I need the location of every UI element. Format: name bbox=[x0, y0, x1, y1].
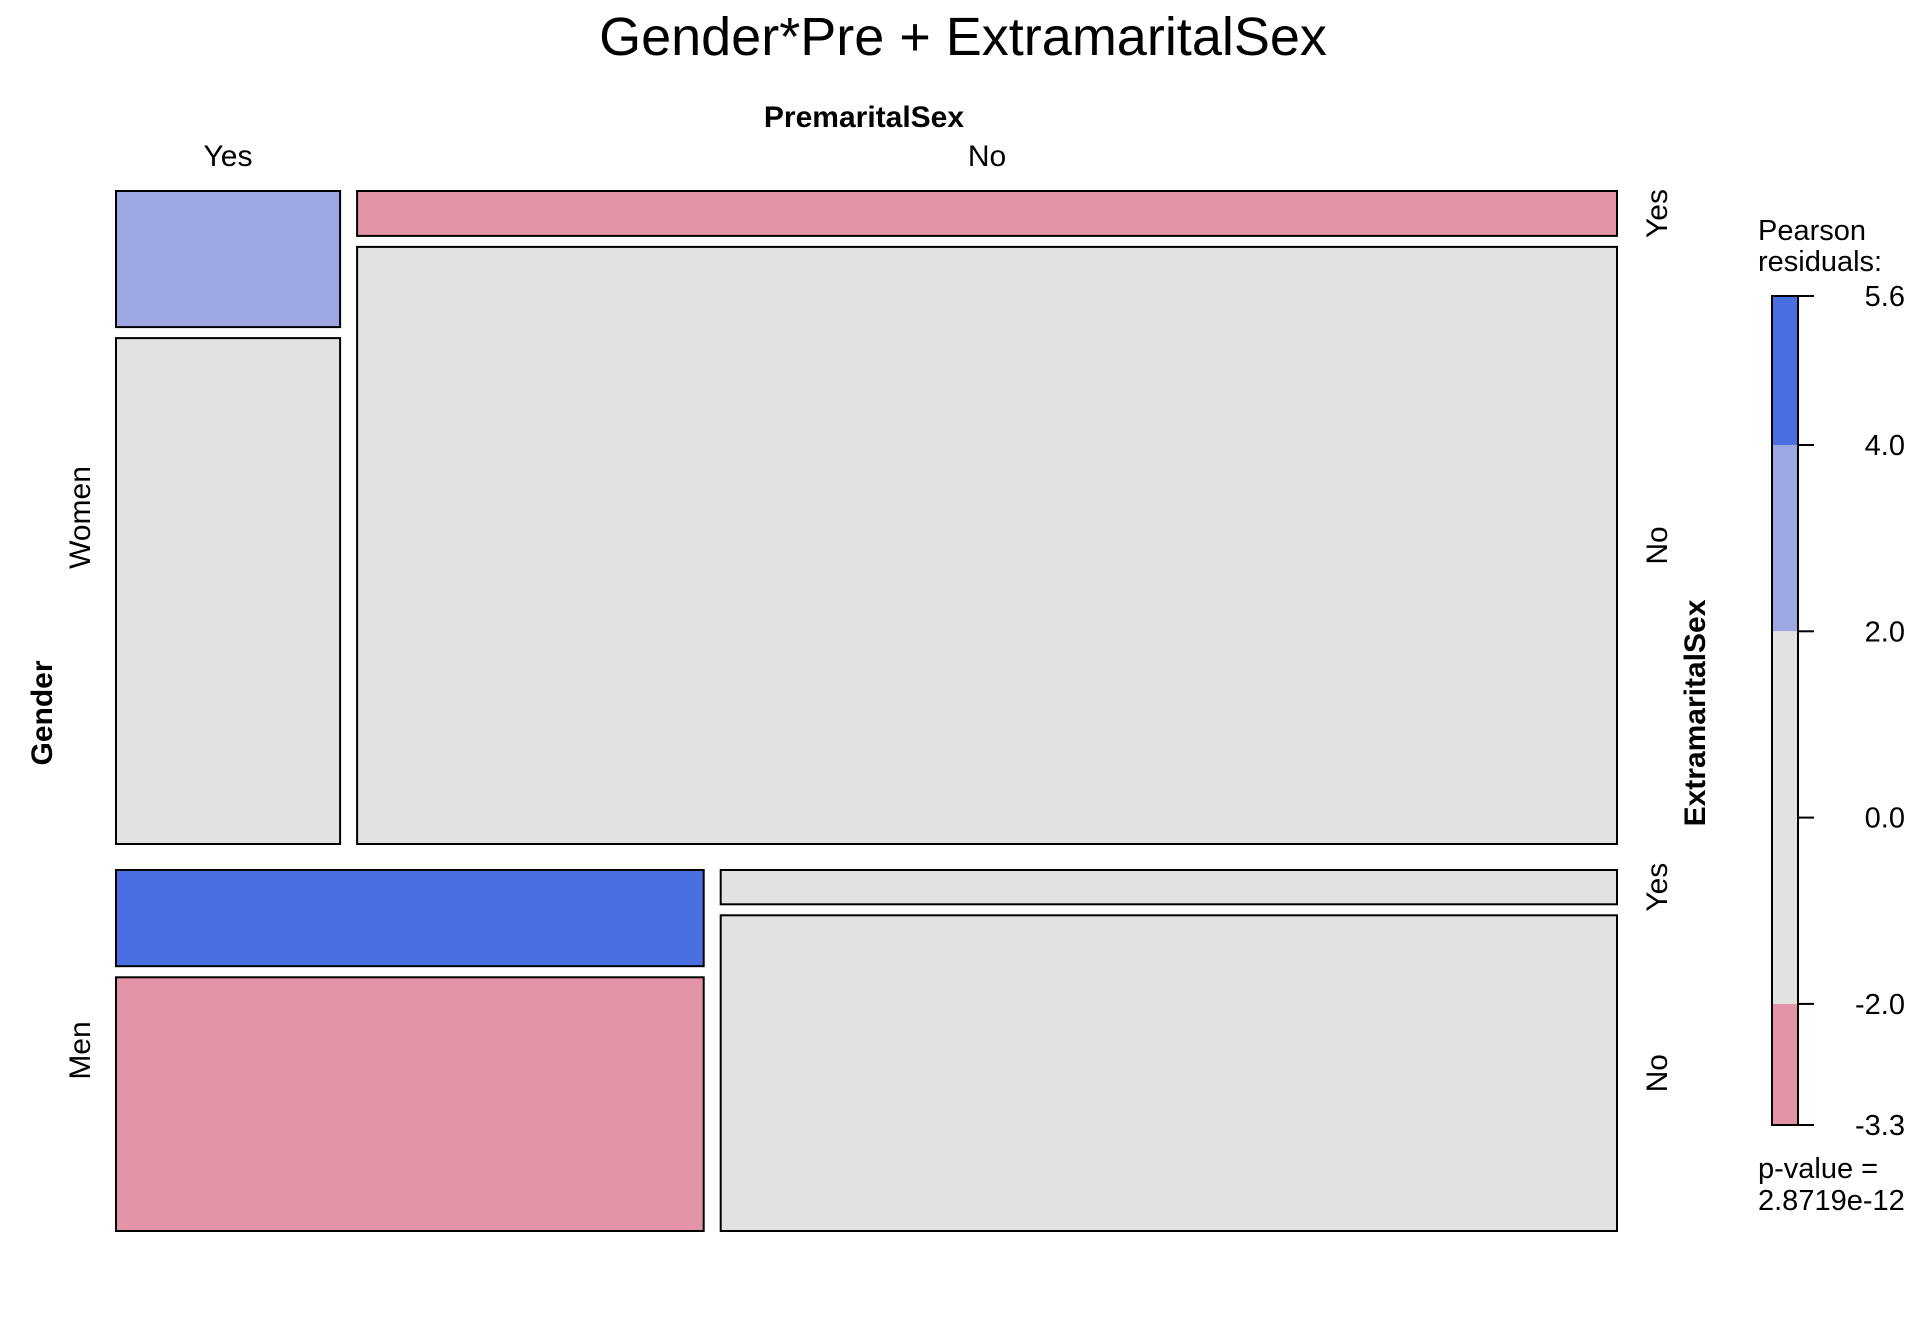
tile-women-premarital-yes-extramarital-no bbox=[115, 337, 342, 845]
mosaic-tiles bbox=[115, 190, 1619, 1232]
legend-band-positive-medium bbox=[1772, 445, 1798, 632]
gender-axis-title: Gender bbox=[26, 660, 59, 765]
tile-women-premarital-yes-extramarital-yes bbox=[115, 190, 342, 329]
legend-frame bbox=[1771, 295, 1799, 1126]
extramarital-axis-title: ExtramaritalSex bbox=[1679, 599, 1712, 826]
tile-women-premarital-no-extramarital-yes bbox=[356, 190, 1619, 237]
tile-men-premarital-yes-extramarital-no bbox=[115, 976, 705, 1232]
extramarital-label-women-yes: Yes bbox=[1641, 189, 1674, 238]
premarital-label-yes: Yes bbox=[204, 140, 253, 173]
extramarital-label-women-no: No bbox=[1641, 526, 1674, 564]
tile-men-premarital-no-extramarital-yes bbox=[719, 869, 1618, 906]
tile-men-premarital-no-extramarital-no bbox=[719, 914, 1618, 1232]
tile-men-premarital-yes-extramarital-yes bbox=[115, 869, 705, 968]
legend-band-neutral bbox=[1772, 631, 1798, 1004]
premarital-axis-title: PremaritalSex bbox=[764, 101, 964, 134]
category-labels: Women Yes No Yes No Men Yes No bbox=[64, 140, 1674, 1092]
legend-title-line2: residuals: bbox=[1758, 246, 1882, 278]
pvalue-label: p-value = bbox=[1758, 1153, 1878, 1185]
legend-tick-label: 2.0 bbox=[1865, 616, 1905, 648]
gender-label-women: Women bbox=[64, 466, 97, 569]
legend-band-positive-strong bbox=[1772, 296, 1798, 445]
legend-title-line1: Pearson bbox=[1758, 215, 1866, 247]
legend-tick-label: 0.0 bbox=[1865, 803, 1905, 835]
extramarital-label-men-yes: Yes bbox=[1641, 863, 1674, 912]
chart-title: Gender*Pre + ExtramaritalSex bbox=[599, 7, 1327, 67]
legend-band-negative bbox=[1772, 1003, 1798, 1125]
tile-women-premarital-no-extramarital-no bbox=[356, 245, 1619, 845]
gender-label-men: Men bbox=[64, 1021, 97, 1079]
pvalue-value: 2.8719e-12 bbox=[1758, 1185, 1905, 1217]
premarital-label-no: No bbox=[968, 140, 1006, 173]
legend-tick-label: -3.3 bbox=[1855, 1110, 1905, 1142]
legend-tick-label: 4.0 bbox=[1865, 430, 1905, 462]
legend-tick-label: 5.6 bbox=[1865, 281, 1905, 313]
extramarital-label-men-no: No bbox=[1641, 1054, 1674, 1092]
legend-tick-label: -2.0 bbox=[1855, 989, 1905, 1021]
